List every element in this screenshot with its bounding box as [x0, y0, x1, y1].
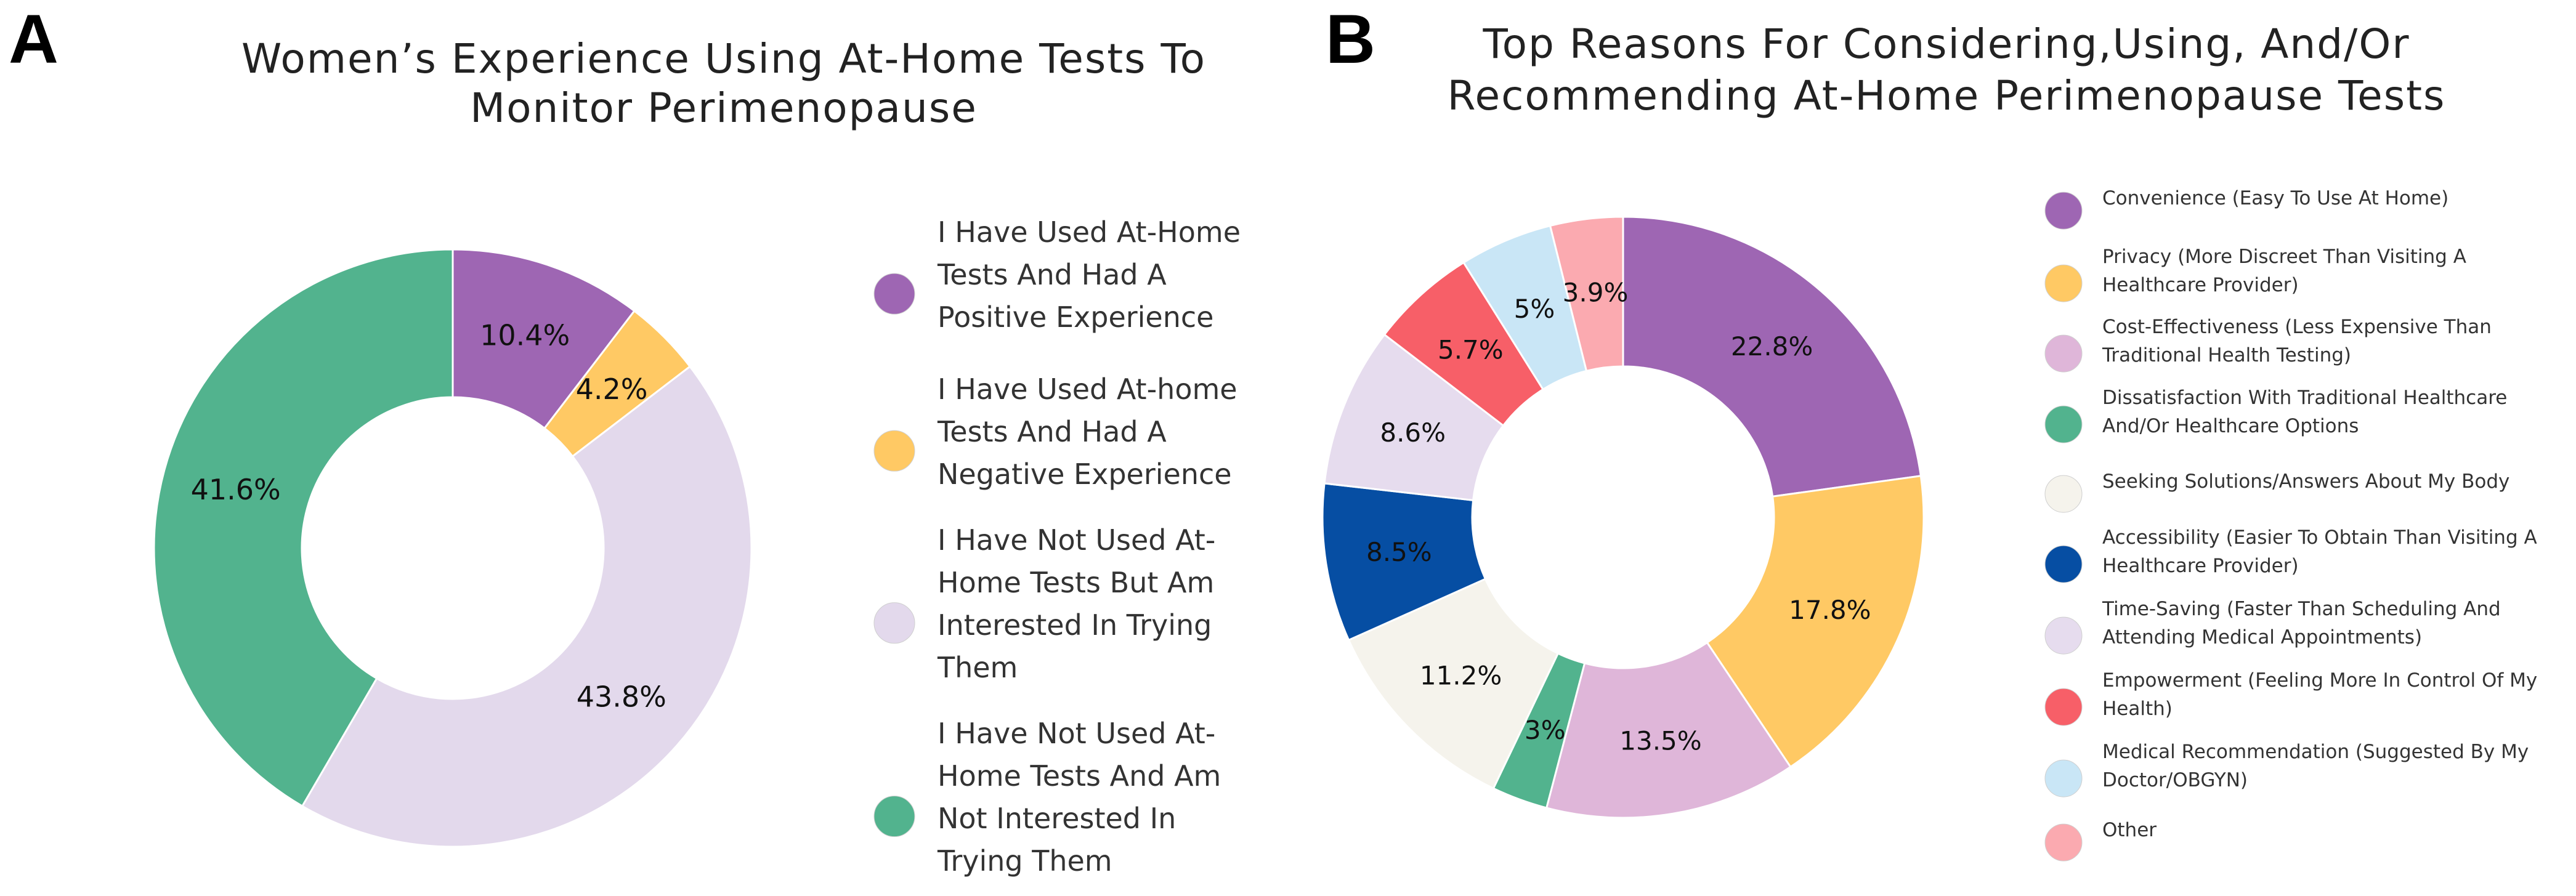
chart-title-line: Monitor Perimenopause: [470, 84, 978, 132]
legend-label: Convenience (Easy To Use At Home): [2102, 187, 2448, 209]
legend-marker: [2044, 823, 2083, 862]
legend-marker: [873, 796, 915, 837]
legend-label: Negative Experience: [938, 458, 1232, 491]
slice-data-label: 11.2%: [1420, 660, 1502, 690]
legend-marker: [2044, 688, 2083, 726]
legend-label: Medical Recommendation (Suggested By My: [2102, 741, 2529, 763]
slice-data-label: 43.8%: [577, 680, 666, 713]
legend-label: Time-Saving (Faster Than Scheduling And: [2102, 598, 2501, 620]
legend-label: Home Tests And Am: [938, 759, 1221, 793]
legend-item: Time-Saving (Faster Than Scheduling And A…: [2044, 598, 2501, 655]
legend-marker: [873, 430, 915, 472]
slice-data-label: 4.2%: [576, 373, 648, 406]
legend-item: Convenience (Easy To Use At Home): [2044, 187, 2448, 230]
legend-label: Interested In Trying: [938, 608, 1212, 642]
legend-label: Traditional Health Testing): [2102, 344, 2351, 366]
legend-item: Cost-Effectiveness (Less Expensive Than T…: [2044, 316, 2492, 373]
legend-label: Empowerment (Feeling More In Control Of …: [2102, 669, 2537, 692]
legend-item: I Have Used At-home Tests And Had A Negati…: [873, 373, 1237, 491]
legend-item: Accessibility (Easier To Obtain Than Vis…: [2044, 527, 2537, 583]
legend-label: Trying Them: [937, 844, 1112, 878]
donut-slice: [1545, 641, 1792, 819]
slice-data-label: 22.8%: [1731, 331, 1813, 361]
chart-title-line: Top Reasons For Considering,Using, And/O…: [1483, 20, 2410, 68]
slice-data-label: 13.5%: [1619, 725, 1701, 756]
slice-data-label: 5.7%: [1438, 334, 1504, 365]
legend-marker: [2044, 334, 2083, 373]
legend-label: Them: [937, 651, 1018, 684]
legend-label: I Have Not Used At-: [938, 717, 1215, 750]
legend-item: I Have Used At-Home Tests And Had A Positi…: [873, 216, 1241, 334]
legend-marker: [2044, 405, 2083, 443]
panel-b-title: Top Reasons For Considering,Using, And/O…: [1448, 20, 2446, 119]
slice-data-label: 3.9%: [1563, 277, 1629, 307]
slice-data-label: 5%: [1514, 294, 1555, 324]
slice-data-label: 3%: [1525, 715, 1566, 745]
legend-item: Privacy (More Discreet Than Visiting A He…: [2044, 246, 2466, 302]
legend-marker: [2044, 616, 2083, 655]
legend-label: Health): [2102, 698, 2173, 720]
slice-data-label: 41.6%: [191, 473, 281, 506]
legend-label: Privacy (More Discreet Than Visiting A: [2102, 246, 2466, 268]
legend-label: Attending Medical Appointments): [2102, 626, 2422, 648]
legend-marker: [873, 602, 915, 644]
legend-label: Not Interested In: [938, 802, 1176, 835]
legend-item: Empowerment (Feeling More In Control Of …: [2044, 669, 2537, 726]
legend-marker: [2044, 192, 2083, 230]
donut-slice: [301, 365, 753, 848]
legend-label: I Have Used At-Home: [938, 216, 1241, 249]
legend-label: And/Or Healthcare Options: [2102, 415, 2359, 437]
panel-a-legend: I Have Used At-Home Tests And Had A Positi…: [873, 216, 1241, 878]
panel-b-donut: 22.8% 17.8% 13.5% 3% 11.2% 8.5% 8.6% 5.7% 5% 3.9%: [1321, 216, 1925, 819]
legend-marker: [873, 273, 915, 315]
panel-a: A Women’s Experience Using At-Home Tests…: [9, 1, 1241, 878]
legend-marker: [2044, 759, 2083, 797]
donut-slice: [1549, 216, 1624, 373]
slice-data-label: 17.8%: [1789, 595, 1871, 625]
legend-label: Seeking Solutions/Answers About My Body: [2102, 470, 2509, 493]
panel-b-legend: Convenience (Easy To Use At Home) Privacy…: [2044, 187, 2537, 862]
legend-label: Positive Experience: [938, 301, 1213, 334]
donut-slice: [153, 248, 454, 808]
legend-item: Other: [2044, 819, 2157, 862]
legend-label: Tests And Had A: [937, 258, 1167, 291]
legend-label: I Have Used At-home: [938, 373, 1237, 406]
legend-label: Healthcare Provider): [2102, 274, 2299, 296]
chart-title-line: Recommending At-Home Perimenopause Tests: [1448, 72, 2446, 119]
chart-title-line: Women’s Experience Using At-Home Tests T…: [241, 35, 1206, 83]
donut-slice: [1706, 475, 1925, 769]
legend-label: Healthcare Provider): [2102, 555, 2299, 577]
legend-marker: [2044, 264, 2083, 302]
legend-item: Medical Recommendation (Suggested By My D…: [2044, 741, 2529, 797]
panel-a-title: Women’s Experience Using At-Home Tests T…: [241, 35, 1206, 132]
legend-label: Doctor/OBGYN): [2102, 769, 2248, 791]
donut-slice: [1347, 578, 1560, 790]
legend-label: Cost-Effectiveness (Less Expensive Than: [2102, 316, 2492, 338]
legend-label: Dissatisfaction With Traditional Healthc…: [2102, 387, 2507, 409]
panel-b-letter: B: [1326, 1, 1375, 78]
legend-marker: [2044, 475, 2083, 513]
panel-b: B Top Reasons For Considering,Using, And…: [1321, 1, 2537, 862]
legend-label: Home Tests But Am: [938, 566, 1214, 599]
donut-slice: [452, 248, 636, 430]
legend-marker: [2044, 545, 2083, 583]
legend-item: I Have Not Used At- Home Tests And Am Not …: [873, 717, 1221, 878]
donut-slice: [1622, 216, 1922, 498]
legend-label: Tests And Had A: [937, 415, 1167, 448]
slice-data-label: 8.6%: [1380, 418, 1446, 448]
panel-a-donut: 10.4%4.2% 43.8% 41.6%: [153, 248, 753, 848]
panel-a-letter: A: [9, 1, 59, 78]
legend-label: Accessibility (Easier To Obtain Than Vis…: [2102, 527, 2537, 549]
legend-item: I Have Not Used At- Home Tests But Am Inte…: [873, 523, 1215, 684]
slice-data-label: 8.5%: [1366, 537, 1432, 567]
slice-data-label: 10.4%: [480, 318, 570, 352]
legend-item: Dissatisfaction With Traditional Healthc…: [2044, 387, 2507, 443]
legend-item: Seeking Solutions/Answers About My Body: [2044, 470, 2509, 513]
legend-label: Other: [2102, 819, 2157, 841]
legend-label: I Have Not Used At-: [938, 523, 1215, 557]
